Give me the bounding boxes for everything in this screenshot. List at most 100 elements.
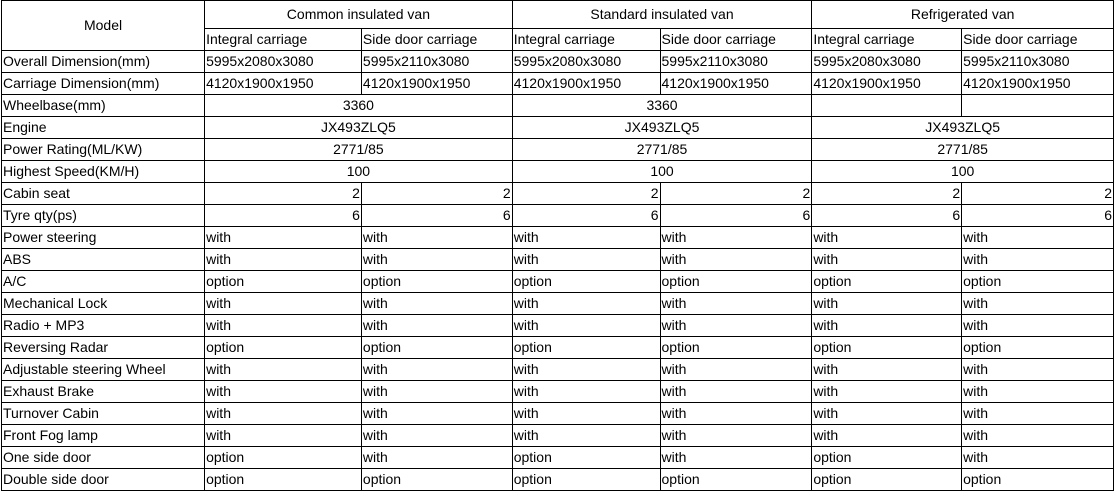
feature-value-cell: with: [204, 292, 362, 315]
feature-value-cell: with: [659, 402, 813, 425]
feature-value-cell: with: [659, 226, 813, 249]
numeric-value-cell: 2: [511, 182, 661, 205]
feature-row: Exhaust Brake with with with with with with: [0, 380, 1114, 403]
feature-value-cell: option: [204, 446, 362, 469]
value-cell: 5995x2110x3080: [360, 50, 513, 73]
feature-value-cell: with: [811, 314, 963, 337]
feature-value-cell: with: [360, 358, 513, 381]
feature-value-cell: option: [360, 336, 513, 359]
group-header-common: Common insulated van: [204, 0, 513, 29]
feature-value-cell: option: [961, 468, 1114, 491]
merged-value-cell: JX493ZLQ5: [204, 116, 513, 139]
feature-value-cell: with: [659, 424, 813, 447]
row-label: Overall Dimension(mm): [0, 50, 206, 73]
feature-value-cell: with: [511, 248, 661, 271]
feature-value-cell: with: [360, 446, 513, 469]
feature-value-cell: with: [360, 314, 513, 337]
value-cell: 4120x1900x1950: [204, 72, 362, 95]
feature-value-cell: option: [811, 446, 963, 469]
row-label: Adjustable steering Wheel: [0, 358, 206, 381]
value-cell: 4120x1900x1950: [811, 72, 963, 95]
merged-value-cell: JX493ZLQ5: [811, 116, 1114, 139]
feature-value-cell: with: [811, 380, 963, 403]
subheader-side-door: Side door carriage: [360, 28, 513, 51]
value-cell: 4120x1900x1950: [659, 72, 813, 95]
group-header-standard: Standard insulated van: [511, 0, 813, 29]
numeric-value-cell: 6: [961, 204, 1114, 227]
feature-row: One side door option with option with option w…: [0, 446, 1114, 469]
feature-value-cell: with: [961, 424, 1114, 447]
feature-row: Mechanical Lock with with with with with with: [0, 292, 1114, 315]
row-label: Carriage Dimension(mm): [0, 72, 206, 95]
feature-value-cell: with: [204, 314, 362, 337]
feature-value-cell: option: [811, 336, 963, 359]
feature-value-cell: with: [360, 424, 513, 447]
feature-value-cell: with: [204, 424, 362, 447]
value-cell: 5995x2080x3080: [204, 50, 362, 73]
merged-value-cell: 2771/85: [204, 138, 513, 161]
value-cell: 4120x1900x1950: [511, 72, 661, 95]
feature-value-cell: option: [511, 446, 661, 469]
numeric-value-cell: 2: [961, 182, 1114, 205]
value-cell: 4120x1900x1950: [961, 72, 1114, 95]
row-label: Exhaust Brake: [0, 380, 206, 403]
merged-spec-row: Power Rating(ML/KW) 2771/85 2771/85 2771/85: [0, 138, 1114, 161]
row-label: Power steering: [0, 226, 206, 249]
feature-value-cell: option: [204, 336, 362, 359]
row-label: Highest Speed(KM/H): [0, 160, 206, 183]
feature-value-cell: option: [961, 336, 1114, 359]
feature-value-cell: option: [961, 270, 1114, 293]
row-label: Mechanical Lock: [0, 292, 206, 315]
feature-value-cell: with: [204, 380, 362, 403]
numeric-value-cell: 6: [659, 204, 813, 227]
dimension-row: Overall Dimension(mm) 5995x2080x3080 5995x…: [0, 50, 1114, 73]
feature-value-cell: with: [360, 380, 513, 403]
header-row: Model Common insulated van Standard insu…: [0, 0, 1114, 51]
feature-value-cell: with: [511, 292, 661, 315]
feature-value-cell: option: [511, 468, 661, 491]
subheader-integral: Integral carriage: [204, 28, 362, 51]
subheader-side-door: Side door carriage: [961, 28, 1114, 51]
value-cell: 5995x2110x3080: [659, 50, 813, 73]
feature-value-cell: option: [659, 336, 813, 359]
row-label: Turnover Cabin: [0, 402, 206, 425]
numeric-value-cell: 6: [360, 204, 513, 227]
feature-value-cell: with: [511, 380, 661, 403]
empty-cell: [961, 94, 1114, 117]
subheader-row: Integral carriage Side door carriage Int…: [2, 28, 1114, 51]
feature-value-cell: with: [204, 226, 362, 249]
feature-value-cell: with: [811, 292, 963, 315]
feature-row: Double side door option option option option…: [0, 468, 1114, 491]
feature-value-cell: with: [961, 446, 1114, 469]
value-cell: 5995x2080x3080: [511, 50, 661, 73]
model-header: Model: [0, 0, 206, 51]
feature-value-cell: with: [204, 248, 362, 271]
feature-value-cell: with: [961, 248, 1114, 271]
feature-value-cell: with: [659, 358, 813, 381]
feature-value-cell: with: [511, 226, 661, 249]
row-label: Wheelbase(mm): [0, 94, 206, 117]
feature-value-cell: with: [961, 226, 1114, 249]
merged-spec-row: Highest Speed(KM/H) 100 100 100: [0, 160, 1114, 183]
numeric-value-cell: 2: [204, 182, 362, 205]
feature-value-cell: with: [659, 292, 813, 315]
numeric-value-cell: 6: [811, 204, 963, 227]
row-label: Reversing Radar: [0, 336, 206, 359]
feature-value-cell: option: [659, 468, 813, 491]
numeric-value-cell: 2: [811, 182, 963, 205]
merged-value-cell: 100: [204, 160, 513, 183]
feature-row: A/C option option option option option option: [0, 270, 1114, 293]
merged-value-cell: 3360: [511, 94, 813, 117]
row-label: ABS: [0, 248, 206, 271]
feature-value-cell: with: [811, 248, 963, 271]
feature-value-cell: with: [360, 226, 513, 249]
row-label: Engine: [0, 116, 206, 139]
row-label: A/C: [0, 270, 206, 293]
row-label: Power Rating(ML/KW): [0, 138, 206, 161]
feature-value-cell: with: [811, 402, 963, 425]
empty-cell: [811, 94, 963, 117]
feature-row: Reversing Radar option option option option o…: [0, 336, 1114, 359]
feature-row: Front Fog lamp with with with with with with: [0, 424, 1114, 447]
feature-value-cell: with: [511, 402, 661, 425]
numeric-value-cell: 2: [659, 182, 813, 205]
